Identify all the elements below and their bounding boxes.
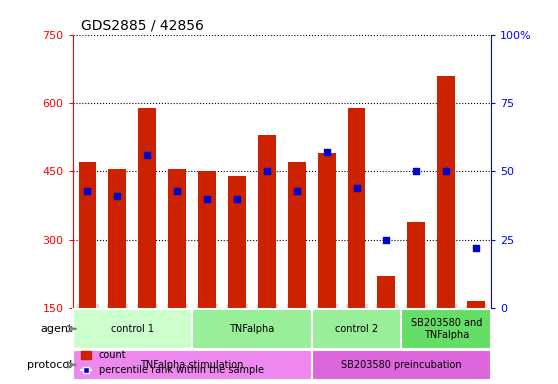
Bar [168, 169, 186, 308]
FancyBboxPatch shape [312, 309, 401, 349]
Bar [108, 169, 126, 308]
Text: TNFalpha: TNFalpha [229, 324, 275, 334]
Text: agent: agent [40, 324, 73, 334]
Point [292, 187, 301, 194]
Point [203, 196, 211, 202]
FancyBboxPatch shape [73, 350, 312, 379]
Text: GDS2885 / 42856: GDS2885 / 42856 [81, 18, 204, 32]
Point [382, 237, 391, 243]
Bar [377, 276, 396, 308]
Point [262, 168, 271, 174]
Text: control 2: control 2 [335, 324, 378, 334]
FancyBboxPatch shape [312, 350, 491, 379]
Bar [407, 222, 425, 308]
FancyBboxPatch shape [192, 309, 312, 349]
FancyBboxPatch shape [401, 309, 491, 349]
Bar [258, 135, 276, 308]
Bar [138, 108, 156, 308]
Text: SB203580 and
TNFalpha: SB203580 and TNFalpha [411, 318, 482, 339]
Text: control 1: control 1 [111, 324, 154, 334]
Legend: count, percentile rank within the sample: count, percentile rank within the sample [78, 346, 268, 379]
Point [322, 149, 331, 156]
Bar [437, 76, 455, 308]
Point [472, 245, 480, 251]
Point [113, 193, 122, 199]
Bar [288, 162, 306, 308]
Bar [318, 153, 335, 308]
Point [143, 152, 152, 158]
Point [352, 185, 361, 191]
Point [412, 168, 421, 174]
Bar [228, 176, 246, 308]
Bar [348, 108, 365, 308]
Text: TNFalpha stimulation: TNFalpha stimulation [141, 360, 244, 370]
Bar [467, 301, 485, 308]
Text: SB203580 preincubation: SB203580 preincubation [341, 360, 461, 370]
Bar [198, 171, 216, 308]
Point [173, 187, 182, 194]
Point [442, 168, 451, 174]
Bar [79, 162, 97, 308]
Text: protocol: protocol [27, 360, 73, 370]
FancyBboxPatch shape [73, 309, 192, 349]
Point [83, 187, 92, 194]
Point [233, 196, 242, 202]
